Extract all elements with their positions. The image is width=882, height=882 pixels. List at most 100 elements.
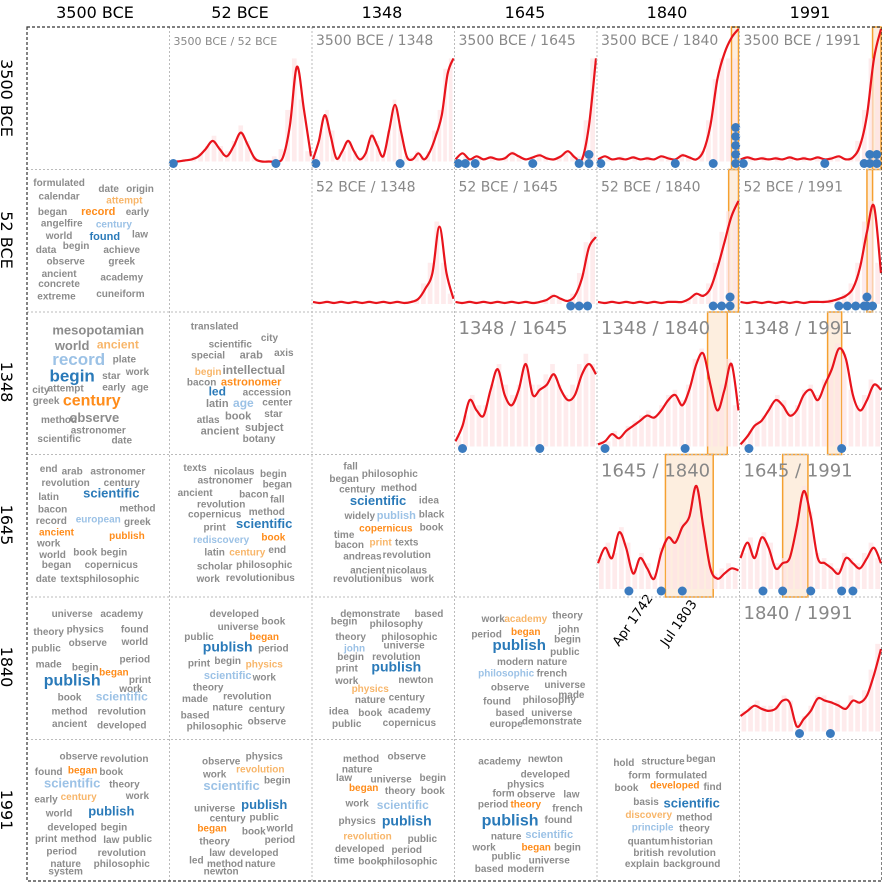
- cloud-word: french: [537, 669, 568, 680]
- density-bar: [801, 716, 807, 732]
- density-bar: [795, 405, 800, 447]
- density-bar: [298, 99, 304, 162]
- density-bar: [841, 705, 847, 732]
- cloud-word: theory: [335, 632, 366, 643]
- cloud-word: work: [118, 684, 143, 695]
- cloud-word: ancient: [39, 527, 75, 538]
- density-bar: [245, 140, 250, 162]
- cloud-word: found: [544, 815, 572, 826]
- cloud-word: ancient: [42, 269, 78, 280]
- density-bar: [821, 379, 827, 447]
- cloud-word: begin: [101, 822, 128, 833]
- cloud-word: developed: [229, 848, 278, 859]
- cloud-word: copernicus: [85, 560, 139, 571]
- cloud-word: john: [343, 643, 365, 654]
- density-bar: [719, 384, 725, 447]
- density-bar: [685, 156, 691, 162]
- density-bar: [563, 151, 569, 162]
- row-header-52bce: 52 BCE: [0, 211, 16, 268]
- cloud-word: latin: [204, 548, 225, 559]
- cloud-word: early: [34, 795, 58, 806]
- cloud-word: method: [381, 483, 417, 494]
- cloud-word: made: [36, 660, 63, 671]
- density-bar: [387, 130, 391, 162]
- trend-line: [454, 58, 598, 163]
- density-bar: [523, 353, 529, 447]
- density-bar: [443, 68, 447, 162]
- timeline-cell: 1348 / 1840: [597, 311, 740, 456]
- cloud-word: century: [229, 548, 266, 559]
- cloud-word: developed: [209, 609, 258, 620]
- cloud-word: print: [129, 675, 152, 686]
- density-bar: [685, 384, 691, 447]
- density-bar: [774, 563, 780, 589]
- cloud-word: concrete: [38, 279, 80, 290]
- density-bar: [848, 695, 854, 732]
- event-dot: [574, 159, 584, 168]
- pair-label: 1348 / 1840: [601, 318, 710, 339]
- density-bar: [605, 542, 611, 589]
- cloud-word: revolution: [223, 691, 271, 702]
- cloud-word: bacon: [239, 489, 268, 500]
- density-bar: [645, 410, 651, 447]
- cloud-word: revolution: [383, 550, 431, 561]
- density-bar: [726, 563, 731, 589]
- density-bar: [875, 58, 880, 162]
- cloud-word: law: [336, 773, 352, 784]
- cloud-word: system: [48, 867, 83, 878]
- cloud-word: nature: [491, 831, 522, 842]
- cloud-word: began: [197, 824, 226, 835]
- cloud-word: began: [329, 474, 358, 485]
- cloud-word: public: [250, 812, 280, 823]
- density-bar: [619, 527, 624, 589]
- density-bar: [659, 405, 664, 447]
- cloud-word: end: [40, 464, 58, 475]
- cloud-word: begin: [264, 776, 291, 787]
- cloud-word: began: [42, 560, 71, 571]
- event-dot: [731, 132, 741, 141]
- cloud-word: public: [123, 834, 153, 845]
- cloud-word: begin: [101, 548, 128, 559]
- density-bar: [665, 532, 671, 589]
- event-dot: [865, 150, 875, 159]
- cloud-word: world: [266, 824, 294, 835]
- density-bar: [550, 364, 555, 447]
- event-dot: [600, 444, 610, 453]
- cloud-word: principle: [632, 822, 674, 833]
- density-bar: [761, 705, 767, 732]
- density-bar: [476, 156, 482, 162]
- event-dot: [460, 159, 470, 168]
- cloud-word: arab: [62, 467, 83, 478]
- cloud-word: nature: [537, 657, 568, 668]
- density-bar: [754, 420, 760, 447]
- cloud-word: find: [703, 782, 721, 793]
- cloud-word: begin: [420, 773, 447, 784]
- cloud-word: early: [102, 382, 126, 393]
- pair-label: 52 BCE / 1840: [601, 180, 701, 196]
- density-bar: [801, 389, 807, 447]
- density-bar: [204, 146, 210, 162]
- density-bar: [563, 394, 569, 447]
- density-bar: [761, 532, 767, 589]
- cloud-word: revolution: [343, 831, 391, 842]
- trend-line: [597, 28, 740, 161]
- cloud-word: publish: [88, 803, 134, 818]
- density-bar: [815, 552, 820, 589]
- event-dot: [834, 301, 844, 311]
- density-bar: [855, 563, 860, 589]
- cloud-word: european: [76, 515, 121, 526]
- density-bar: [861, 690, 867, 732]
- cloud-word: work: [36, 539, 61, 550]
- density-bar: [692, 485, 698, 589]
- cloud-word: found: [35, 767, 63, 778]
- event-dot: [725, 301, 735, 311]
- row-header-1840: 1840: [0, 647, 16, 688]
- cloud-word: nature: [212, 703, 243, 714]
- cloud-word: achieve: [103, 245, 140, 256]
- density-bar: [590, 231, 595, 304]
- cloud-word: observe: [202, 757, 241, 768]
